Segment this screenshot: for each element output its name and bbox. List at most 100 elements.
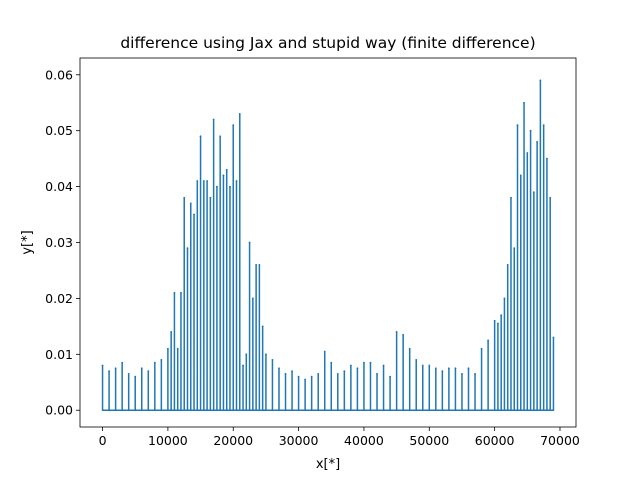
data-point xyxy=(519,174,522,177)
data-point xyxy=(108,370,110,372)
x-tick-label: 40000 xyxy=(344,433,384,448)
data-point xyxy=(297,375,300,378)
x-tick-label: 10000 xyxy=(148,433,188,448)
data-point xyxy=(516,124,519,126)
data-point xyxy=(206,180,209,182)
data-point xyxy=(170,331,173,333)
data-point xyxy=(526,152,529,154)
series-line xyxy=(101,79,555,411)
x-axis-label: x[*] xyxy=(316,457,340,472)
data-point xyxy=(261,325,264,328)
data-point xyxy=(101,364,104,367)
data-point xyxy=(278,367,280,370)
data-point xyxy=(402,333,405,336)
data-point xyxy=(232,124,235,126)
data-point xyxy=(395,331,398,333)
data-point xyxy=(529,129,532,132)
data-point xyxy=(238,113,241,115)
data-point xyxy=(251,297,254,300)
data-point xyxy=(291,370,293,372)
x-tick-label: 50000 xyxy=(409,433,449,448)
data-point xyxy=(245,353,248,356)
data-point xyxy=(421,364,424,367)
data-point xyxy=(202,180,205,182)
y-tick-label: 0.04 xyxy=(45,179,73,194)
data-point xyxy=(114,367,117,370)
plot-area xyxy=(101,79,555,411)
data-point xyxy=(317,372,320,375)
data-point xyxy=(506,263,509,266)
data-point xyxy=(447,367,450,370)
data-point xyxy=(196,180,199,182)
data-point xyxy=(552,336,555,339)
data-point xyxy=(229,185,231,188)
data-point xyxy=(310,375,313,378)
data-point xyxy=(369,361,372,364)
data-point xyxy=(500,314,503,317)
data-point xyxy=(434,367,437,370)
data-point xyxy=(225,168,228,171)
data-point xyxy=(242,364,244,367)
data-point xyxy=(323,350,326,353)
y-tick-label: 0.00 xyxy=(45,403,73,418)
x-axis: 0 10000 20000 30000 40000 50000 60000 70000 xyxy=(99,427,580,448)
data-point xyxy=(189,202,192,205)
data-point xyxy=(467,367,470,370)
data-point xyxy=(186,247,189,249)
data-point xyxy=(389,375,391,378)
data-point xyxy=(219,135,222,138)
data-point xyxy=(212,118,215,121)
data-point xyxy=(349,364,352,367)
data-point xyxy=(343,370,346,372)
y-tick-label: 0.06 xyxy=(45,67,73,82)
data-point xyxy=(493,319,496,322)
axes-frame xyxy=(79,57,577,428)
data-point xyxy=(166,347,169,350)
data-point xyxy=(199,135,202,138)
data-point xyxy=(271,359,274,361)
data-point xyxy=(363,361,365,364)
data-point xyxy=(153,361,156,364)
x-tick-label: 30000 xyxy=(279,433,319,448)
data-point xyxy=(258,263,261,266)
data-point xyxy=(193,213,195,216)
data-point xyxy=(160,359,163,361)
data-point xyxy=(542,124,545,126)
data-point xyxy=(487,339,490,342)
data-point xyxy=(255,263,258,266)
data-point xyxy=(441,370,444,372)
data-point xyxy=(497,322,499,325)
data-point xyxy=(513,247,516,249)
x-tick-label: 20000 xyxy=(213,433,253,448)
y-tick-label: 0.01 xyxy=(45,347,73,362)
data-point xyxy=(549,196,552,199)
x-tick-label: 0 xyxy=(99,433,107,448)
y-axis-label: y[*] xyxy=(20,230,35,254)
data-point xyxy=(532,191,535,194)
data-point xyxy=(173,291,176,294)
y-tick-label: 0.05 xyxy=(45,123,73,138)
data-point xyxy=(140,367,143,370)
data-point xyxy=(248,241,251,244)
data-point xyxy=(503,297,506,300)
data-point xyxy=(209,196,212,199)
data-point xyxy=(474,372,476,375)
data-point xyxy=(180,291,182,294)
data-point xyxy=(265,353,267,356)
data-point xyxy=(546,157,548,160)
data-point xyxy=(336,372,339,375)
data-point xyxy=(147,370,150,372)
data-point xyxy=(539,79,542,82)
chart-title: difference using Jax and stupid way (fin… xyxy=(120,34,535,52)
data-point xyxy=(376,372,378,375)
data-point xyxy=(356,367,359,370)
data-point xyxy=(536,140,539,143)
data-point xyxy=(284,372,287,375)
data-point xyxy=(523,101,525,104)
data-point xyxy=(461,372,463,375)
x-tick-label: 60000 xyxy=(475,433,515,448)
x-tick-label: 70000 xyxy=(540,433,580,448)
data-point xyxy=(415,359,418,361)
data-point xyxy=(121,361,124,364)
